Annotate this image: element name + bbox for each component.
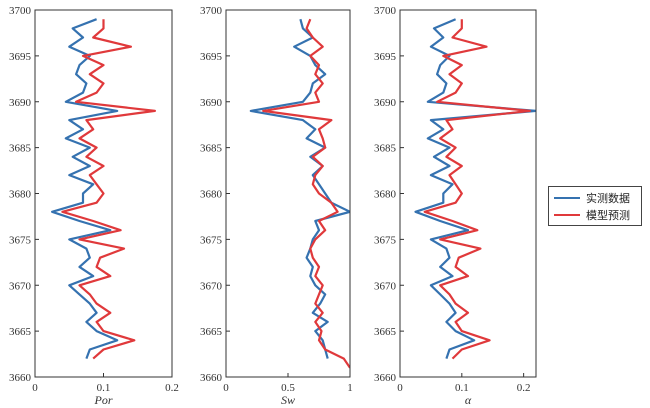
- y-tick-label: 3670: [374, 280, 397, 292]
- legend-swatch-predicted: [554, 214, 580, 216]
- x-axis-label: Por: [94, 393, 113, 407]
- x-tick-label: 0.1: [455, 382, 469, 394]
- y-tick-label: 3660: [374, 372, 397, 384]
- y-tick-label: 3700: [374, 5, 397, 17]
- panel-2: 3660 3665 3670 3675 3680 3685 3690 3695 3700 0 0.5…: [200, 5, 353, 407]
- panel-3: 3660 3665 3670 3675 3680 3685 3690 3695 3700 0 0.1…: [374, 5, 537, 407]
- legend: 实测数据 模型预测: [548, 186, 642, 226]
- series-line-measured: [414, 18, 536, 359]
- y-tick-label: 3690: [200, 97, 223, 109]
- x-tick-label: 0.2: [517, 382, 531, 394]
- y-tick-label: 3665: [374, 326, 397, 338]
- y-tick-label: 3700: [9, 5, 32, 17]
- y-tick-label: 3665: [200, 326, 223, 338]
- series-line-measured: [249, 18, 350, 359]
- plot-frame: [225, 9, 351, 378]
- series-line-predicted: [61, 19, 156, 360]
- x-tick-label: 0.1: [97, 382, 111, 394]
- x-tick-label: 0: [32, 382, 38, 394]
- legend-item-predicted: 模型预测: [554, 207, 630, 223]
- x-tick-label: 0: [397, 382, 403, 394]
- y-tick-label: 3695: [9, 51, 32, 63]
- legend-item-measured: 实测数据: [554, 190, 630, 206]
- y-tick-label: 3660: [200, 372, 223, 384]
- series-line-predicted: [262, 18, 350, 369]
- y-tick-label: 3660: [9, 372, 32, 384]
- x-tick-label: 0: [223, 382, 229, 394]
- legend-label-predicted: 模型预测: [586, 209, 630, 222]
- y-tick-label: 3670: [200, 280, 223, 292]
- y-tick-label: 3665: [9, 326, 32, 338]
- y-tick-label: 3680: [200, 189, 223, 201]
- y-tick-label: 3695: [200, 51, 223, 63]
- legend-label-measured: 实测数据: [586, 192, 630, 205]
- y-tick-label: 3690: [374, 97, 397, 109]
- y-tick-label: 3685: [9, 143, 32, 155]
- x-tick-label: 1: [347, 382, 353, 394]
- series-line-measured: [50, 18, 119, 359]
- y-tick-label: 3695: [374, 51, 397, 63]
- y-tick-label: 3680: [374, 189, 397, 201]
- series-line-predicted: [423, 19, 531, 360]
- y-tick-label: 3685: [200, 143, 223, 155]
- y-tick-label: 3700: [200, 5, 223, 17]
- x-tick-label: 0.2: [165, 382, 179, 394]
- legend-swatch-measured: [554, 197, 580, 199]
- plot-frame: [399, 9, 537, 378]
- y-tick-label: 3690: [9, 97, 32, 109]
- y-tick-label: 3675: [200, 234, 223, 246]
- panel-1: 3660 3665 3670 3675 3680 3685 3690 3695 3700 0 0.1…: [9, 5, 179, 407]
- x-tick-label: 0.5: [281, 382, 295, 394]
- x-axis-label: Sw: [281, 393, 295, 407]
- y-tick-label: 3675: [374, 234, 397, 246]
- y-tick-label: 3670: [9, 280, 32, 292]
- y-tick-label: 3685: [374, 143, 397, 155]
- y-tick-label: 3675: [9, 234, 32, 246]
- x-axis-label: α: [465, 393, 472, 407]
- y-tick-label: 3680: [9, 189, 32, 201]
